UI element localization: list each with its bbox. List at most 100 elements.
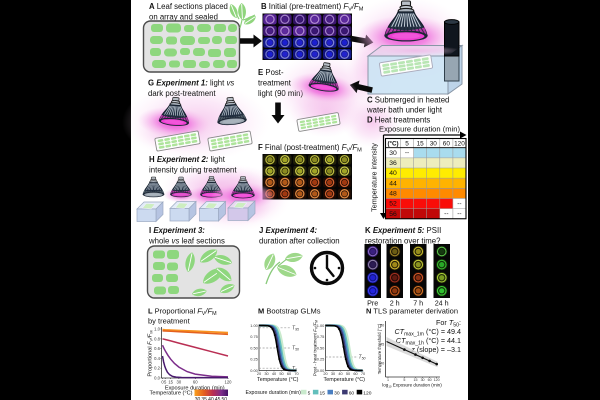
- svg-text:--: --: [444, 211, 448, 218]
- svg-text:Exposure duration (min): Exposure duration (min): [165, 386, 225, 392]
- svg-text:J Experiment 4:: J Experiment 4:: [259, 226, 317, 235]
- svg-text:0.0: 0.0: [154, 376, 160, 381]
- svg-text:Temperature (°C): Temperature (°C): [257, 377, 299, 383]
- svg-text:60: 60: [428, 378, 432, 382]
- svg-text:15: 15: [320, 390, 326, 396]
- svg-text:60: 60: [443, 140, 451, 147]
- svg-text:0.00: 0.00: [317, 368, 325, 373]
- svg-text:70: 70: [361, 371, 366, 376]
- svg-text:30: 30: [430, 140, 438, 147]
- svg-text:15: 15: [417, 140, 425, 147]
- svg-text:60: 60: [349, 390, 355, 396]
- svg-text:50: 50: [380, 323, 384, 327]
- svg-text:40: 40: [272, 371, 277, 376]
- svg-text:20: 20: [257, 371, 262, 376]
- svg-text:2 h: 2 h: [390, 299, 400, 308]
- svg-text:Proportional FV/FM: Proportional FV/FM: [148, 330, 154, 376]
- svg-text:0.2: 0.2: [154, 366, 160, 371]
- svg-text:120: 120: [454, 140, 465, 147]
- svg-text:0.6: 0.6: [154, 346, 160, 351]
- svg-text:--: --: [405, 150, 409, 157]
- svg-text:E Post-: E Post-: [258, 68, 284, 77]
- svg-text:T50: T50: [292, 346, 299, 352]
- svg-text:N TLS parameter derivation: N TLS parameter derivation: [366, 307, 458, 316]
- svg-text:I Experiment 3:: I Experiment 3:: [149, 226, 205, 235]
- svg-text:30: 30: [421, 378, 425, 382]
- svg-text:5: 5: [164, 380, 167, 385]
- svg-text:Pre: Pre: [367, 299, 378, 308]
- svg-text:40: 40: [389, 170, 397, 177]
- svg-text:0.00: 0.00: [250, 368, 258, 373]
- svg-text:24 h: 24 h: [435, 299, 449, 308]
- svg-text:1.00: 1.00: [250, 323, 258, 328]
- svg-text:30: 30: [177, 380, 182, 385]
- svg-text:H Experiment 2: light: H Experiment 2: light: [149, 155, 226, 164]
- svg-text:60: 60: [353, 371, 358, 376]
- svg-text:G Experiment 1: light vs: G Experiment 1: light vs: [148, 79, 234, 88]
- svg-text:5: 5: [403, 378, 405, 382]
- svg-text:T50: T50: [359, 355, 366, 361]
- svg-text:log10 Exposure duration (min): log10 Exposure duration (min): [382, 383, 442, 389]
- svg-text:L Proportional FV/FM: L Proportional FV/FM: [148, 307, 217, 317]
- svg-text:60: 60: [193, 380, 198, 385]
- svg-text:M Bootstrap GLMs: M Bootstrap GLMs: [258, 307, 321, 316]
- svg-text:--: --: [457, 211, 461, 218]
- svg-text:Temperature threshold (°C): Temperature threshold (°C): [377, 323, 382, 374]
- svg-text:36: 36: [389, 160, 397, 167]
- svg-text:40: 40: [338, 371, 343, 376]
- svg-text:D Heat treatments: D Heat treatments: [367, 116, 430, 125]
- svg-text:30: 30: [334, 390, 340, 396]
- svg-text:40: 40: [380, 361, 384, 365]
- svg-text:whole vs leaf sections: whole vs leaf sections: [148, 237, 225, 246]
- svg-text:30: 30: [389, 150, 397, 157]
- svg-text:52: 52: [389, 201, 397, 208]
- svg-text:15: 15: [168, 380, 173, 385]
- svg-text:intensity during treatment: intensity during treatment: [149, 166, 237, 175]
- svg-text:45: 45: [215, 397, 221, 400]
- svg-text:120: 120: [434, 378, 440, 382]
- svg-text:Post - heat treatment FV/FM: Post - heat treatment FV/FM: [313, 320, 319, 376]
- svg-text:0.50: 0.50: [317, 345, 325, 350]
- svg-text:restoration over time?: restoration over time?: [365, 237, 441, 246]
- svg-text:0.75: 0.75: [317, 334, 325, 339]
- svg-text:7 h: 7 h: [413, 299, 423, 308]
- svg-text:0: 0: [161, 380, 164, 385]
- svg-text:50: 50: [346, 371, 351, 376]
- svg-text:Temperature (°C): Temperature (°C): [324, 377, 366, 383]
- svg-text:K Experiment 5: PSII: K Experiment 5: PSII: [365, 226, 441, 235]
- svg-text:30: 30: [195, 397, 201, 400]
- svg-text:C Submerged in heated: C Submerged in heated: [367, 95, 449, 104]
- svg-text:30: 30: [331, 371, 336, 376]
- svg-text:T95: T95: [292, 325, 299, 331]
- svg-text:--: --: [457, 200, 461, 207]
- svg-text:35: 35: [201, 397, 207, 400]
- svg-text:F Final (post-treatment) FV/F: F Final (post-treatment) FV/FM: [258, 143, 362, 153]
- svg-text:0.50: 0.50: [250, 345, 258, 350]
- svg-text:0.4: 0.4: [154, 356, 160, 361]
- svg-text:Exposure duration (min): Exposure duration (min): [379, 125, 461, 134]
- svg-text:(°C): (°C): [387, 140, 398, 147]
- svg-text:0.25: 0.25: [250, 357, 258, 362]
- svg-text:water bath under light: water bath under light: [366, 105, 443, 114]
- svg-text:Temperature intensity: Temperature intensity: [370, 143, 379, 212]
- svg-text:50: 50: [222, 397, 228, 400]
- svg-text:60: 60: [287, 371, 292, 376]
- svg-text:5: 5: [405, 140, 409, 147]
- svg-text:1: 1: [387, 378, 389, 382]
- svg-text:dark post-treatment: dark post-treatment: [148, 89, 216, 98]
- svg-text:48: 48: [389, 190, 397, 197]
- svg-text:5: 5: [308, 390, 311, 396]
- svg-text:120: 120: [225, 380, 233, 385]
- svg-text:duration after collection: duration after collection: [259, 237, 340, 246]
- svg-text:30: 30: [264, 371, 269, 376]
- svg-text:B Initial (pre-treatment) FV/: B Initial (pre-treatment) FV/FM: [261, 2, 364, 12]
- svg-text:70: 70: [294, 371, 299, 376]
- svg-text:0.25: 0.25: [317, 357, 325, 362]
- svg-text:by treatment: by treatment: [148, 317, 191, 326]
- svg-text:z (slope) = –3.1: z (slope) = –3.1: [410, 345, 461, 354]
- svg-text:1.00: 1.00: [317, 323, 325, 328]
- svg-text:20: 20: [323, 371, 328, 376]
- svg-text:CTmax_1h (°C) = 44.1: CTmax_1h (°C) = 44.1: [396, 336, 461, 346]
- svg-text:Temperature (°C): Temperature (°C): [150, 391, 193, 397]
- svg-text:CTmax_1m (°C) = 49.4: CTmax_1m (°C) = 49.4: [394, 327, 461, 337]
